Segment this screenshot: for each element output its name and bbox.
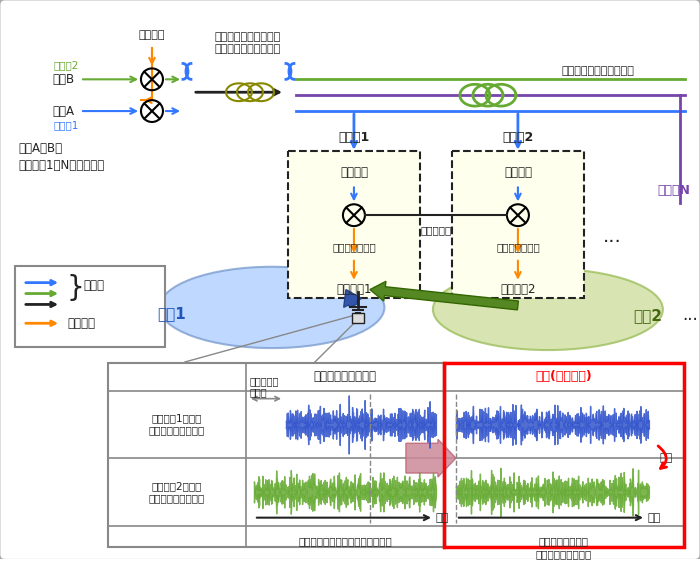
Text: アンテナ1からの
電波を受信した波形: アンテナ1からの 電波を受信した波形 bbox=[149, 413, 205, 435]
Text: 光ファイバで長距離伝送: 光ファイバで長距離伝送 bbox=[562, 67, 635, 76]
FancyBboxPatch shape bbox=[288, 151, 420, 297]
Ellipse shape bbox=[433, 269, 663, 350]
FancyBboxPatch shape bbox=[108, 363, 684, 548]
Text: 無線局N: 無線局N bbox=[657, 184, 690, 197]
FancyBboxPatch shape bbox=[15, 266, 165, 347]
Text: 波形が重なり元の波形の再生不可: 波形が重なり元の波形の再生不可 bbox=[298, 536, 392, 547]
Text: アンテナ2からの
電波を受信した波形: アンテナ2からの 電波を受信した波形 bbox=[149, 481, 205, 503]
Text: 今回(送信制御): 今回(送信制御) bbox=[536, 371, 592, 384]
FancyArrow shape bbox=[370, 281, 519, 310]
Text: 従来手法（非協調）: 従来手法（非協調） bbox=[314, 371, 377, 384]
FancyBboxPatch shape bbox=[452, 151, 584, 297]
Text: ミリ波帯増幅器: ミリ波帯増幅器 bbox=[332, 242, 376, 252]
Text: 光源B: 光源B bbox=[52, 73, 74, 86]
Text: 光波長2: 光波長2 bbox=[54, 60, 79, 70]
Text: 光基準信号: 光基準信号 bbox=[420, 225, 452, 235]
Text: 光信号: 光信号 bbox=[83, 279, 104, 292]
Text: ...: ... bbox=[682, 306, 698, 324]
Text: 光波長1: 光波長1 bbox=[54, 120, 79, 130]
Text: 光源A: 光源A bbox=[52, 104, 74, 117]
FancyBboxPatch shape bbox=[352, 314, 364, 323]
Ellipse shape bbox=[160, 267, 384, 348]
Text: 電気信号: 電気信号 bbox=[139, 30, 165, 39]
Text: 無線局2: 無線局2 bbox=[503, 131, 533, 144]
Text: }: } bbox=[67, 274, 85, 302]
Text: ...: ... bbox=[603, 227, 622, 245]
FancyArrow shape bbox=[344, 289, 362, 307]
Text: アンテナ2: アンテナ2 bbox=[500, 283, 536, 296]
Text: 電気信号: 電気信号 bbox=[67, 317, 95, 330]
Text: 時間: 時間 bbox=[648, 513, 661, 523]
Text: 波形が重なっても
元の波形が再生可能: 波形が重なっても 元の波形が再生可能 bbox=[536, 536, 592, 559]
Text: セル1: セル1 bbox=[158, 306, 186, 321]
Text: 光検出器: 光検出器 bbox=[504, 166, 532, 179]
Text: 時間: 時間 bbox=[436, 513, 449, 523]
Text: 光源A、Bは
光波長を1～Nに切り替え: 光源A、Bは 光波長を1～Nに切り替え bbox=[18, 142, 104, 172]
Text: 波長の異なる光信号を
光ファイバで一括伝送: 波長の異なる光信号を 光ファイバで一括伝送 bbox=[215, 32, 281, 54]
Text: ミリ波帯増幅器: ミリ波帯増幅器 bbox=[496, 242, 540, 252]
Text: タイミング
のずれ: タイミング のずれ bbox=[250, 376, 279, 398]
Text: 光検出器: 光検出器 bbox=[340, 166, 368, 179]
Text: アンテナ1: アンテナ1 bbox=[336, 283, 372, 296]
FancyBboxPatch shape bbox=[445, 392, 683, 525]
Text: 同じ: 同じ bbox=[660, 453, 673, 463]
FancyArrow shape bbox=[406, 439, 456, 477]
Text: 無線局1: 無線局1 bbox=[338, 131, 370, 144]
Text: セル2: セル2 bbox=[634, 308, 662, 323]
